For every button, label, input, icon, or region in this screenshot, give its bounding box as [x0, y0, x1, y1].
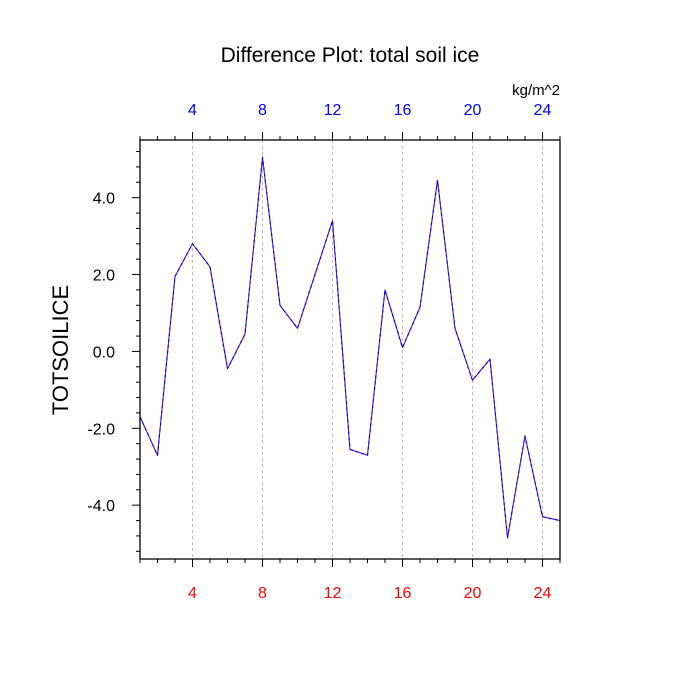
- units-label: kg/m^2: [512, 82, 560, 99]
- y-tick-label: -2.0: [87, 421, 115, 438]
- y-tick-label: 0.0: [93, 344, 115, 361]
- plot-frame: [139, 139, 561, 560]
- series-line-dashes: [139, 156, 561, 539]
- chart-title: Difference Plot: total soil ice: [221, 44, 480, 67]
- x-tick-label-top: 12: [324, 102, 342, 119]
- x-tick-label-bottom: 8: [258, 585, 267, 602]
- x-tick-label-bottom: 24: [534, 585, 552, 602]
- x-tick-label-top: 4: [188, 102, 197, 119]
- y-axis-label: TOTSOILICE: [48, 285, 73, 415]
- x-tick-label-top: 24: [534, 102, 552, 119]
- series-line: [139, 156, 561, 539]
- x-tick-label-top: 16: [394, 102, 412, 119]
- x-tick-label-top: 20: [464, 102, 482, 119]
- x-tick-label-top: 8: [258, 102, 267, 119]
- axis-ticks: [132, 132, 561, 567]
- y-tick-label: 4.0: [93, 191, 115, 208]
- x-tick-label-bottom: 20: [464, 585, 482, 602]
- tick-labels: 4 4 8 8 12 12 16 16 20 20 24 24 -4.0 -2.0 0.0 2.0 4.0: [87, 102, 551, 602]
- x-tick-label-bottom: 4: [188, 585, 197, 602]
- y-tick-label: -4.0: [87, 498, 115, 515]
- y-tick-label: 2.0: [93, 268, 115, 285]
- grid-lines: [192, 140, 543, 559]
- x-tick-label-bottom: 16: [394, 585, 412, 602]
- data-series: [139, 156, 561, 539]
- x-tick-label-bottom: 12: [324, 585, 342, 602]
